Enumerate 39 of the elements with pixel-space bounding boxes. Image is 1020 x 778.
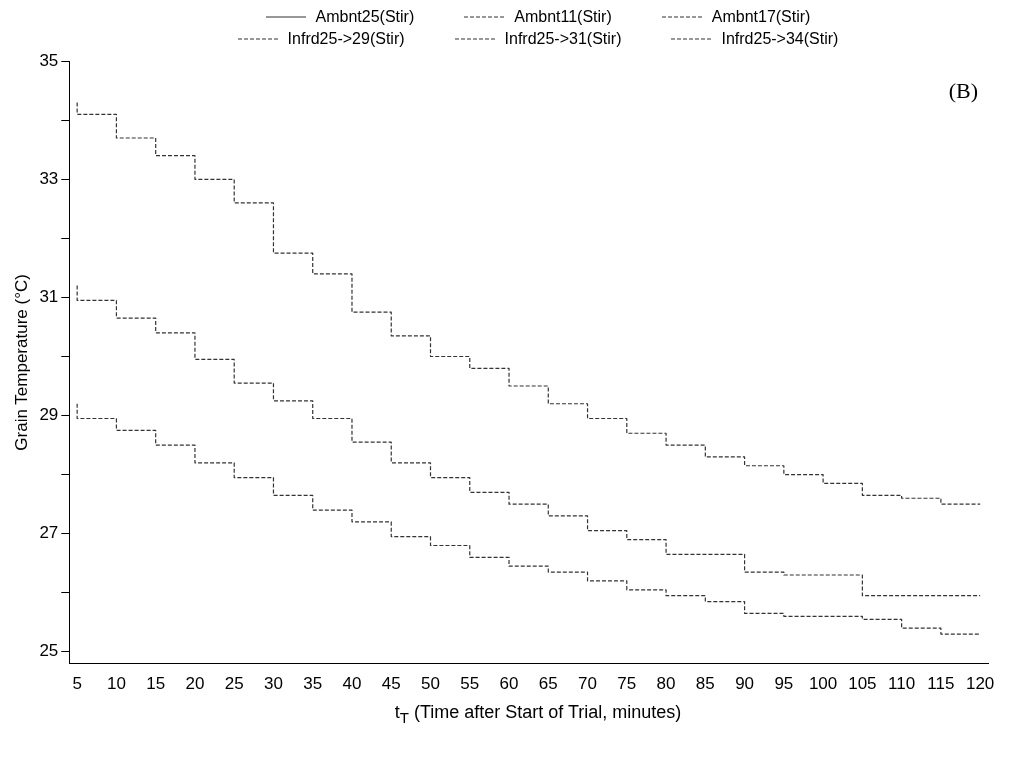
- x-tick-label: 25: [224, 674, 244, 694]
- y-tick-label: 35: [39, 50, 59, 70]
- legend-label: Infrd25->34(Stir): [721, 30, 839, 48]
- x-tick-label: 95: [774, 674, 794, 694]
- x-tick-label: 40: [342, 674, 362, 694]
- annotation: (B): [948, 77, 978, 103]
- legend-label: Ambnt17(Stir): [711, 8, 811, 26]
- x-tick-label: 30: [264, 674, 283, 694]
- x-tick-label: 5: [72, 674, 82, 694]
- x-tick-label: 35: [303, 674, 323, 694]
- legend-label: Infrd25->31(Stir): [504, 30, 622, 48]
- y-tick-label: 29: [39, 405, 59, 425]
- legend-label: Ambnt25(Stir): [315, 8, 415, 26]
- x-tick-label: 65: [538, 674, 558, 694]
- x-tick-label: 10: [106, 674, 126, 694]
- x-tick-label: 75: [617, 674, 637, 694]
- x-tick-label: 55: [460, 674, 480, 694]
- x-axis-title: t$_{T}$ (Time after Start of Trial, minutes): [393, 702, 683, 726]
- y-tick-label: 31: [39, 287, 59, 307]
- x-tick-label: 50: [421, 674, 440, 694]
- x-tick-label: 20: [185, 674, 205, 694]
- x-tick-label: 85: [695, 674, 715, 694]
- x-tick-label: 110: [888, 674, 916, 694]
- x-tick-label: 120: [965, 674, 995, 694]
- legend-label: Ambnt11(Stir): [514, 8, 612, 26]
- x-tick-label: 45: [381, 674, 401, 694]
- x-tick-label: 115: [927, 674, 955, 694]
- y-tick-label: 27: [39, 523, 59, 543]
- y-tick-label: 33: [39, 169, 59, 189]
- x-tick-label: 105: [848, 674, 877, 694]
- x-tick-label: 15: [146, 674, 166, 694]
- legend-label: Infrd25->29(Stir): [287, 30, 405, 48]
- y-axis-title: Grain Temperature (°C): [11, 274, 31, 451]
- y-tick-label: 25: [39, 641, 59, 661]
- x-tick-label: 90: [735, 674, 755, 694]
- x-tick-label: 60: [499, 674, 519, 694]
- x-tick-label: 100: [808, 674, 838, 694]
- x-tick-label: 70: [578, 674, 598, 694]
- x-tick-label: 80: [656, 674, 676, 694]
